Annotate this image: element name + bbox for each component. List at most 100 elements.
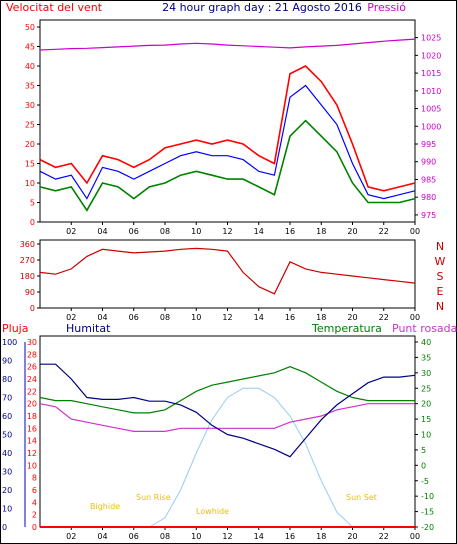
hour-tick-label: 02 [66, 313, 76, 322]
rain-tick-label: 28 [27, 350, 37, 359]
rain-tick-label: 20 [27, 400, 37, 409]
hour-tick-label: 06 [129, 227, 139, 236]
humidity-tick-label: 20 [2, 486, 12, 495]
wind-tick-label: 35 [25, 82, 35, 91]
wind-low-line [39, 119, 416, 212]
wind-tick-label: 5 [30, 199, 35, 208]
humidity-line [40, 363, 416, 458]
pressure-tick-label: 990 [421, 158, 436, 167]
rain-tick-label: 6 [32, 486, 37, 495]
temperature-tick-label: 10 [421, 431, 431, 440]
hour-tick-label: 10 [191, 227, 201, 236]
temperature-tick-label: -15 [421, 508, 434, 517]
rain-tick-label: 24 [27, 375, 37, 384]
temperature-line [39, 366, 415, 414]
temperature-tick-label: 35 [421, 353, 431, 362]
dewpoint-label: Punt rosada [392, 322, 457, 335]
compass-label: W [435, 255, 446, 268]
dewpoint-line [39, 403, 415, 432]
rain-tick-label: 18 [27, 412, 37, 421]
hour-tick-label: 20 [347, 313, 357, 322]
wind-tick-label: 0 [30, 218, 35, 227]
hour-tick-label: 12 [222, 227, 232, 236]
rain-tick-label: 4 [32, 498, 37, 507]
humidity-tick-label: 10 [2, 505, 12, 514]
pressure-line [39, 38, 416, 51]
wind-average-line [39, 84, 416, 200]
pressure-axis-title: Pressió [367, 1, 406, 14]
humidity-tick-label: 60 [2, 412, 12, 421]
hour-tick-label: 00 [410, 313, 420, 322]
pressure-tick-label: 995 [421, 140, 436, 149]
direction-tick-label: 360 [20, 240, 35, 249]
hour-tick-label: 00 [410, 532, 420, 541]
hour-tick-label: 20 [347, 227, 357, 236]
humidity-tick-label: 70 [2, 394, 12, 403]
rain-tick-label: 26 [27, 363, 37, 372]
humidity-tick-label: 0 [2, 523, 7, 532]
humidity-tick-label: 80 [2, 375, 12, 384]
rain-tick-label: 12 [27, 449, 37, 458]
sun-set-label: Sun Set [346, 493, 377, 502]
wind-pressure-panel: 0510152025303540455097598098599099510001… [25, 19, 441, 236]
hour-tick-label: 04 [97, 227, 107, 236]
hour-tick-label: 06 [129, 532, 139, 541]
wind-tick-label: 25 [25, 121, 35, 130]
direction-tick-label: 180 [20, 272, 35, 281]
humidity-tick-label: 50 [2, 431, 12, 440]
direction-tick-label: 0 [30, 304, 35, 313]
hour-tick-label: 08 [160, 532, 170, 541]
rain-tick-label: 8 [32, 474, 37, 483]
hour-tick-label: 04 [97, 532, 107, 541]
wind-tick-label: 45 [25, 43, 35, 52]
temperature-tick-label: -10 [421, 492, 434, 501]
pressure-tick-label: 980 [421, 193, 436, 202]
rain-tick-label: 14 [27, 437, 37, 446]
wind-axis-title: Velocitat del vent [6, 1, 103, 14]
sun-rise-label: Sun Rise [136, 493, 171, 502]
hour-tick-label: 02 [66, 227, 76, 236]
temperature-tick-label: -5 [421, 477, 429, 486]
temperature-tick-label: -20 [421, 523, 434, 532]
hour-tick-label: 14 [254, 227, 264, 236]
hour-tick-label: 22 [379, 532, 389, 541]
wind-tick-label: 30 [25, 101, 35, 110]
hour-tick-label: 14 [254, 313, 264, 322]
hour-tick-label: 16 [285, 313, 295, 322]
rain-tick-label: 0 [32, 523, 37, 532]
pressure-tick-label: 1015 [421, 69, 441, 78]
hour-tick-label: 18 [316, 532, 326, 541]
pressure-tick-label: 985 [421, 175, 436, 184]
hour-tick-label: 16 [285, 532, 295, 541]
humidity-label: Humitat [66, 322, 111, 335]
hour-tick-label: 14 [254, 532, 264, 541]
hour-tick-label: 16 [285, 227, 295, 236]
compass-label: E [437, 285, 444, 298]
wind-tick-label: 40 [25, 62, 35, 71]
hour-tick-label: 08 [160, 227, 170, 236]
wind-gust-line [39, 65, 416, 192]
hour-tick-label: 18 [316, 313, 326, 322]
pressure-tick-label: 975 [421, 211, 436, 220]
rain-tick-label: 2 [32, 511, 37, 520]
pressure-tick-label: 1005 [421, 105, 441, 114]
hour-tick-label: 12 [222, 313, 232, 322]
temperature-tick-label: 30 [421, 369, 431, 378]
direction-line [39, 247, 416, 295]
rain-label: Pluja [2, 322, 28, 335]
temperature-tick-label: 20 [421, 400, 431, 409]
humidity-tick-label: 40 [2, 449, 12, 458]
temperature-tick-label: 25 [421, 384, 431, 393]
wind-tick-label: 50 [25, 23, 35, 32]
compass-label: S [437, 270, 444, 283]
pressure-tick-label: 1010 [421, 87, 441, 96]
wind-tick-label: 10 [25, 179, 35, 188]
temperature-tick-label: 40 [421, 338, 431, 347]
hour-tick-label: 22 [379, 227, 389, 236]
compass-label: N [436, 240, 444, 253]
hour-tick-label: 10 [191, 313, 201, 322]
hour-tick-label: 22 [379, 313, 389, 322]
direction-tick-label: 90 [25, 288, 35, 297]
